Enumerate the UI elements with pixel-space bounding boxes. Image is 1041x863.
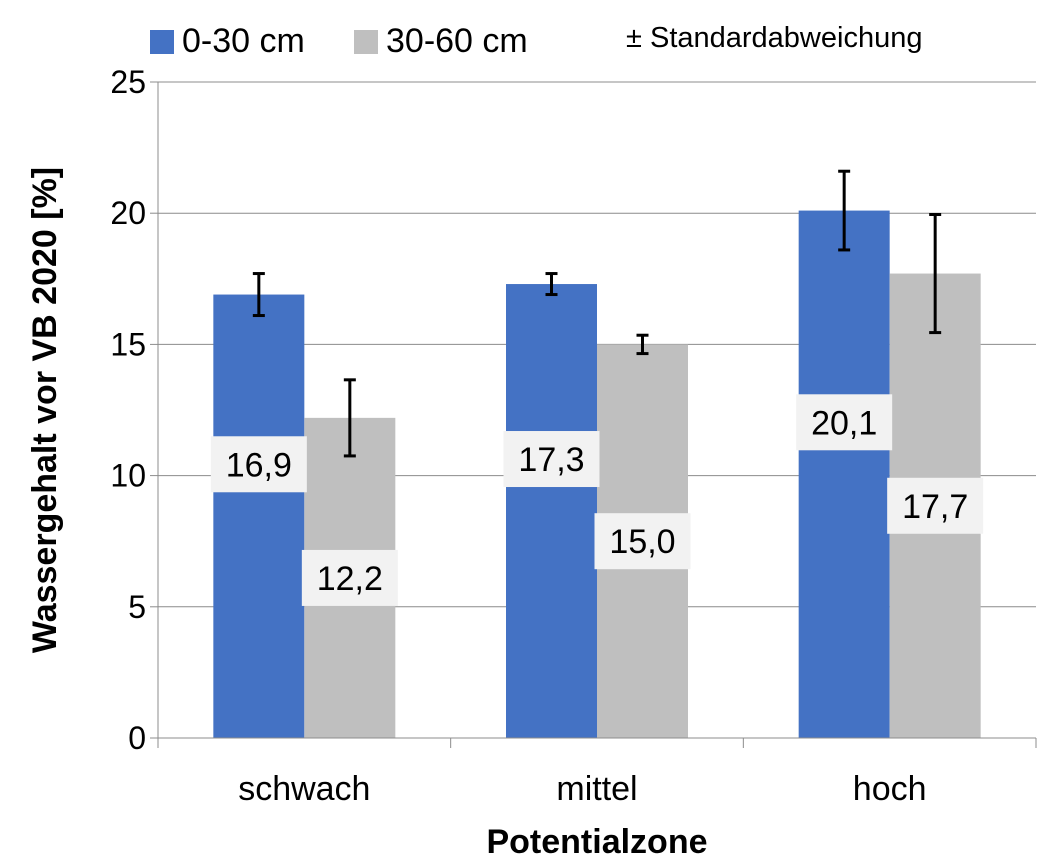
y-tick-label: 0: [128, 720, 146, 756]
legend-swatch-series-2: [354, 29, 378, 54]
y-axis-title: Wassergehalt vor VB 2020 [%]: [26, 167, 64, 653]
bar: [213, 294, 305, 738]
data-label-box: [210, 436, 307, 493]
legend-label-series-2: 30-60 cm: [386, 22, 528, 60]
standard-deviation-note: ± Standardabweichung: [626, 22, 923, 54]
x-tick-label: schwach: [238, 770, 370, 808]
data-label: 12,2: [317, 560, 383, 598]
bar: [798, 210, 890, 739]
x-tick-label: mittel: [556, 770, 637, 808]
x-axis-title: Potentialzone: [486, 823, 707, 861]
y-tick-label: 25: [110, 64, 146, 100]
data-label-box: [503, 431, 600, 488]
y-tick-label: 15: [110, 326, 146, 362]
y-tick-label: 10: [110, 458, 146, 494]
legend-swatch-series-1: [150, 29, 174, 54]
data-label-box: [594, 513, 691, 570]
x-tick-label: hoch: [853, 770, 927, 808]
data-label-box: [796, 394, 893, 451]
y-tick-label: 5: [128, 589, 146, 625]
legend: 0-30 cm 30-60 cm ± Standardabweichung: [0, 14, 1041, 64]
legend-item-series-2: 30-60 cm: [354, 22, 528, 61]
data-label: 17,7: [902, 488, 968, 526]
legend-label-series-1: 0-30 cm: [182, 22, 305, 60]
data-label: 16,9: [226, 446, 292, 484]
error-bars: [252, 169, 942, 458]
data-label: 15,0: [609, 523, 675, 561]
data-label-box: [887, 477, 984, 534]
data-label-box: [301, 549, 398, 606]
axes: 0 5 10 15 20 25 schwach mittel hoch: [110, 64, 1037, 808]
data-label: 17,3: [518, 441, 584, 479]
data-labels: 16,9 17,3 20,1 12,2 15,0 17,7: [210, 394, 984, 606]
data-label: 20,1: [811, 404, 877, 442]
legend-item-series-1: 0-30 cm: [150, 22, 305, 61]
bar: [506, 284, 597, 738]
y-tick-label: 20: [110, 195, 146, 231]
